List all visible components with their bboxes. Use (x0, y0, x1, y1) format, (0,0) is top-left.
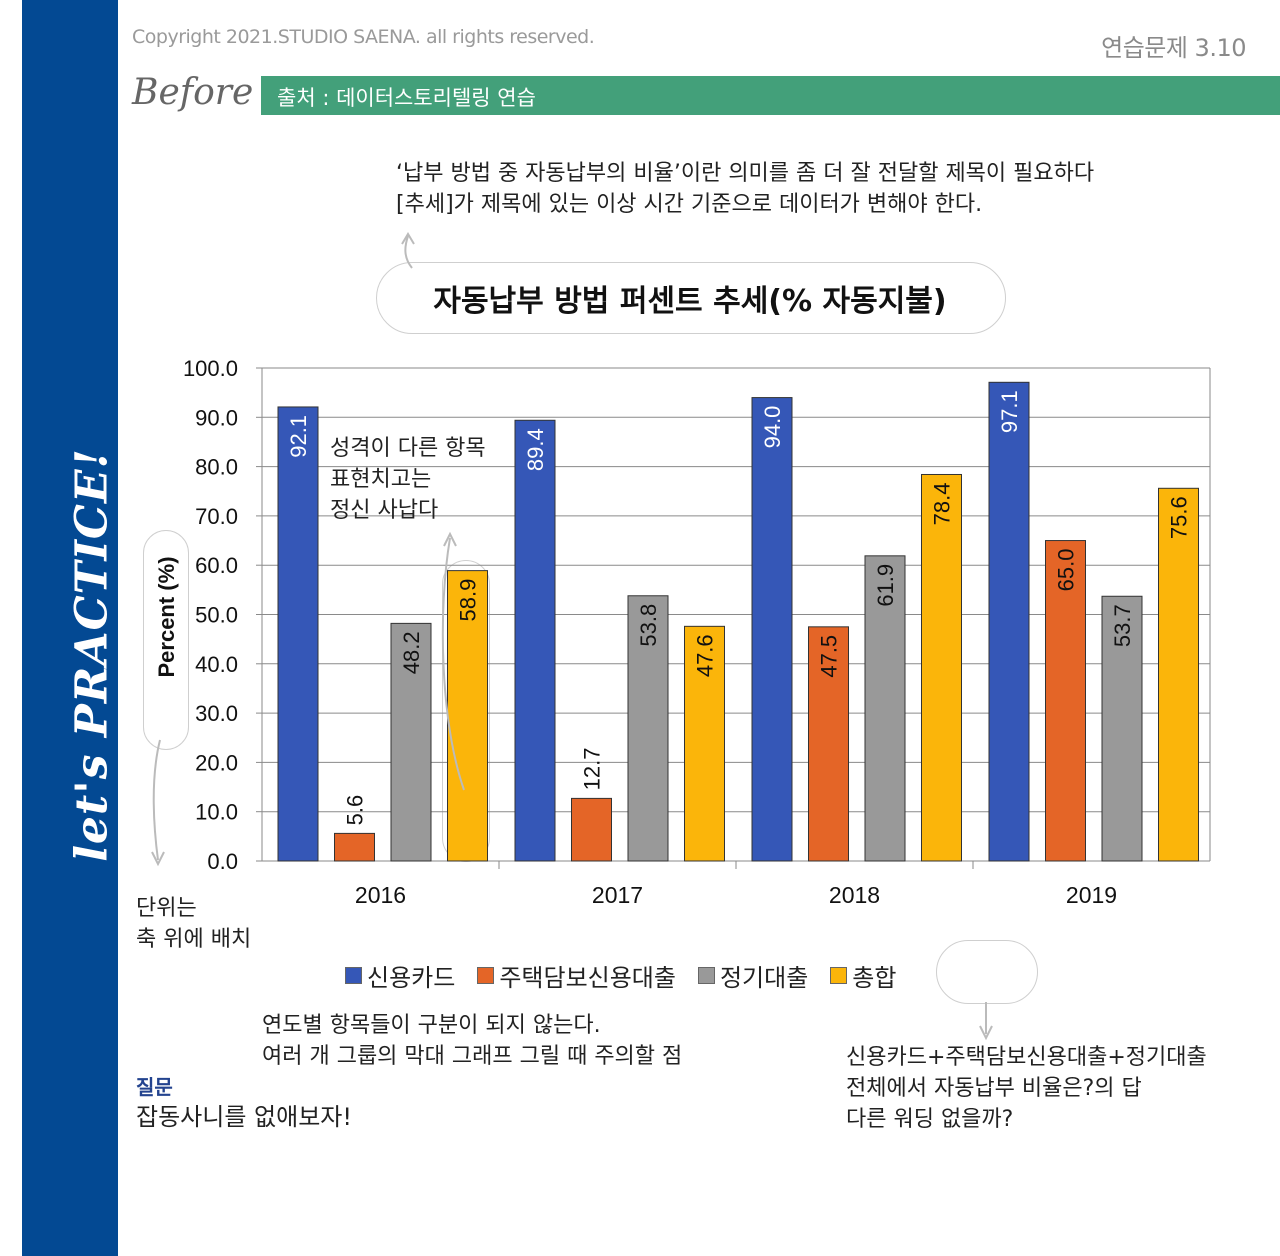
arrow-to-note-icon (441, 537, 465, 791)
question-label: 질문 (136, 1075, 173, 1099)
critique-title-line1: ‘납부 방법 중 자동납부의 비율’이란 의미를 좀 더 잘 전달할 제목이 필… (396, 161, 1095, 186)
sidebar: let's PRACTICE! (22, 0, 118, 1256)
title-highlight-bubble (376, 262, 1006, 334)
data-label: 75.6 (1167, 496, 1192, 539)
legend-item: 신용카드 (345, 958, 455, 993)
x-tick-label: 2019 (1066, 882, 1117, 908)
bar (1045, 540, 1086, 862)
bar (334, 832, 375, 862)
clutter-note-line2: 표현치고는 (330, 467, 432, 492)
chart-title: 자동납부 방법 퍼센트 추세(% 자동지불) (433, 284, 947, 319)
unit-note-line2: 축 위에 배치 (136, 927, 252, 952)
y-tick-label: 90.0 (195, 405, 238, 430)
y-tick-label: 10.0 (195, 800, 238, 825)
bar (1158, 487, 1199, 862)
y-tick-label: 100.0 (183, 356, 238, 381)
data-label: 94.0 (760, 406, 785, 449)
arrow-to-title-icon (404, 235, 413, 269)
y-tick-label: 70.0 (195, 504, 238, 529)
copyright-text: Copyright 2021.STUDIO SAENA. all rights … (132, 26, 595, 48)
data-label: 48.2 (399, 631, 424, 674)
data-label: 5.6 (343, 795, 368, 826)
bar (627, 595, 669, 862)
y-tick-label: 60.0 (195, 553, 238, 578)
legend-swatch (477, 967, 495, 984)
x-tick-label: 2017 (592, 882, 643, 908)
bar (921, 473, 962, 862)
question-text: 잡동사니를 없애보자! (136, 1103, 352, 1131)
data-label: 97.1 (997, 390, 1022, 433)
source-text: 출처 : 데이터스토리텔링 연습 (277, 86, 536, 110)
y-tick-label: 40.0 (195, 652, 238, 677)
unit-note-line1: 단위는 (136, 896, 197, 921)
grouping-note-line2: 여러 개 그룹의 막대 그래프 그릴 때 주의할 점 (262, 1044, 683, 1069)
data-label: 92.1 (286, 415, 311, 458)
bar (277, 406, 319, 862)
y-tick-label: 50.0 (195, 603, 238, 628)
legend-item: 총합 (830, 958, 896, 993)
data-label: 78.4 (930, 482, 955, 525)
exercise-number: 연습문제 3.10 (1101, 34, 1246, 62)
data-label: 89.4 (523, 428, 548, 471)
legend-item: 주택담보신용대출 (477, 958, 676, 993)
data-label: 53.8 (636, 604, 661, 647)
legend-label: 신용카드 (367, 964, 456, 992)
grouping-note-line1: 연도별 항목들이 구분이 되지 않는다. (262, 1013, 601, 1038)
legend-label: 총합 (852, 964, 897, 992)
wording-note-line2: 전체에서 자동납부 비율은?의 답 (846, 1076, 1142, 1101)
critique-title-note: ‘납부 방법 중 자동납부의 비율’이란 의미를 좀 더 잘 전달할 제목이 필… (396, 158, 1094, 220)
unit-note: 단위는 축 위에 배치 (136, 893, 251, 955)
y-tick-label: 0.0 (207, 849, 238, 874)
bar (1101, 595, 1143, 862)
y-tick-label: 80.0 (195, 455, 238, 480)
legend-item: 정기대출 (697, 958, 809, 993)
clutter-note-line3: 정신 사납다 (330, 498, 439, 523)
legend-label: 주택담보신용대출 (499, 964, 676, 992)
bar (514, 419, 556, 862)
data-label: 12.7 (580, 748, 605, 791)
bar (447, 570, 488, 862)
data-label: 47.6 (693, 634, 718, 677)
data-label: 61.9 (873, 564, 898, 607)
wording-note-line3: 다른 워딩 없을까? (846, 1107, 1014, 1132)
source-bar: 출처 : 데이터스토리텔링 연습 (261, 76, 1280, 115)
chart-legend: 신용카드 주택담보신용대출 정기대출 총합 (345, 958, 918, 993)
bar (808, 626, 849, 862)
clutter-note: 성격이 다른 항목 표현치고는 정신 사납다 (330, 433, 486, 526)
y-tick-label: 30.0 (195, 701, 238, 726)
legend-swatch (345, 967, 362, 984)
bar (864, 555, 906, 862)
wording-note: 신용카드+주택담보신용대출+정기대출 전체에서 자동납부 비율은?의 답 다른 … (846, 1042, 1207, 1135)
data-label: 47.5 (817, 635, 842, 678)
arrow-to-unit-icon (152, 739, 161, 861)
x-tick-label: 2018 (829, 882, 880, 908)
x-tick-label: 2016 (355, 882, 406, 908)
bar (571, 797, 612, 862)
wording-note-line1: 신용카드+주택담보신용대출+정기대출 (846, 1045, 1207, 1070)
bar (751, 397, 793, 862)
legend-swatch (697, 967, 715, 984)
legend-label: 정기대출 (719, 964, 809, 992)
data-label: 58.9 (456, 579, 481, 622)
clutter-note-line1: 성격이 다른 항목 (330, 436, 486, 461)
critique-title-line2: [추세]가 제목에 있는 이상 시간 기준으로 데이터가 변해야 한다. (396, 192, 983, 217)
data-label: 65.0 (1054, 549, 1079, 592)
legend-swatch (830, 967, 848, 984)
y-axis-label: Percent (%) (154, 556, 179, 677)
y-tick-label: 20.0 (195, 750, 238, 775)
before-label: Before (132, 72, 254, 113)
data-label: 53.7 (1110, 604, 1135, 647)
ylabel-highlight-ring (143, 530, 189, 750)
bar (988, 381, 1030, 862)
bar (684, 625, 725, 862)
grouping-note: 연도별 항목들이 구분이 되지 않는다. 여러 개 그룹의 막대 그래프 그릴 … (262, 1010, 682, 1072)
bar (390, 622, 432, 862)
